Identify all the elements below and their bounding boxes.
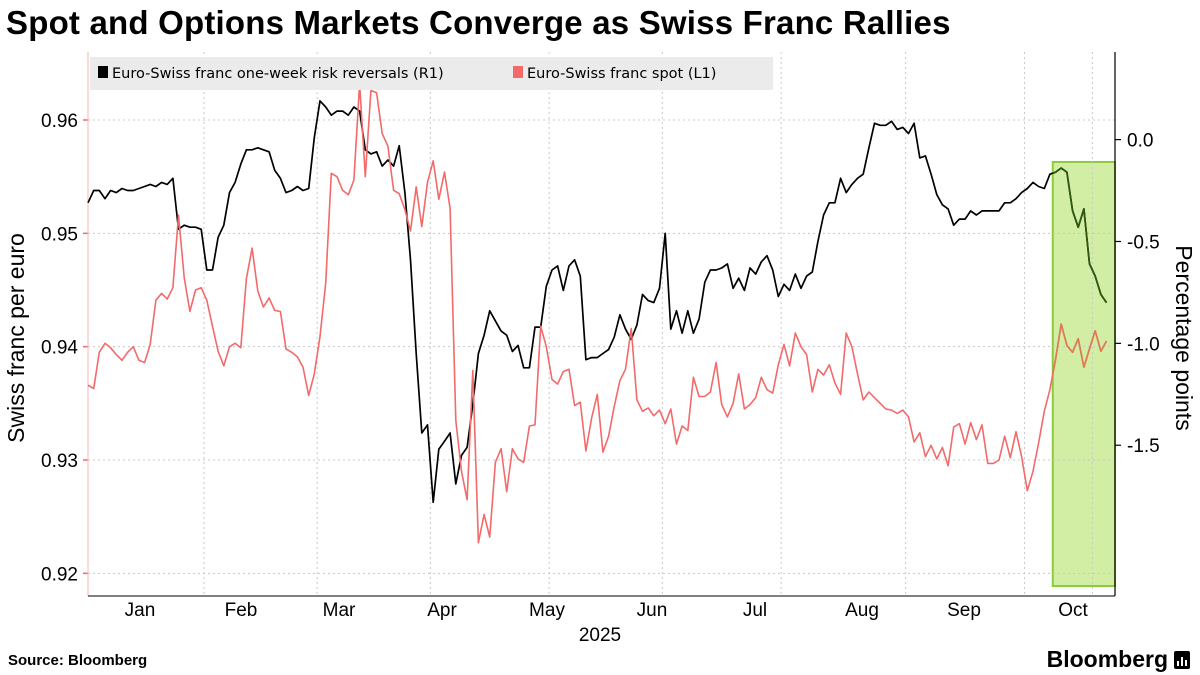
x-tick-label-jul: Jul [743, 600, 767, 621]
source-note: Source: Bloomberg [8, 652, 148, 669]
y-axis-left-label: Swiss franc per euro [3, 233, 29, 443]
bloomberg-terminal-icon [1174, 650, 1190, 669]
x-tick-label-jan: Jan [125, 600, 156, 621]
legend-swatch-risk-reversals [98, 66, 108, 78]
x-tick-label-apr: Apr [427, 600, 457, 621]
chart-title: Spot and Options Markets Converge as Swi… [6, 4, 951, 41]
brand-text: Bloomberg [1046, 646, 1168, 672]
y-right-tick-label: 0.0 [1127, 131, 1153, 152]
y-left-tick-label: 0.95 [41, 224, 78, 245]
y-left-tick-label: 0.94 [41, 338, 78, 359]
legend-label-spot: Euro-Swiss franc spot (L1) [527, 66, 716, 82]
y-right-tick-label: -1.0 [1127, 334, 1160, 355]
x-axis-year-label: 2025 [579, 625, 621, 646]
bloomberg-logo: Bloomberg [1047, 646, 1190, 673]
x-tick-label-may: May [529, 600, 565, 621]
axes: 0.92 0.93 0.94 0.95 0.96 0.0 -0.5 -1.0 -1.5 Jan Fe… [41, 52, 1160, 621]
legend-background [90, 57, 773, 90]
x-tick-label-aug: Aug [845, 600, 879, 621]
x-tick-label-sep: Sep [947, 600, 981, 621]
risk-reversals-line-highlighted [1052, 167, 1108, 304]
legend-label-risk-reversals: Euro-Swiss franc one-week risk reversals… [112, 66, 444, 82]
y-left-tick-label: 0.93 [41, 451, 78, 472]
x-tick-label-oct: Oct [1058, 600, 1088, 621]
y-left-tick-label: 0.92 [41, 564, 78, 585]
spot-line-highlighted [1052, 323, 1108, 379]
x-tick-label-mar: Mar [323, 600, 356, 621]
highlight-region [1051, 161, 1116, 587]
y-right-tick-label: -1.5 [1127, 436, 1160, 457]
y-axis-right-label: Percentage points [1171, 245, 1197, 430]
legend-swatch-spot [513, 66, 523, 78]
spot-line [87, 82, 1108, 544]
legend: Euro-Swiss franc one-week risk reversals… [90, 57, 773, 90]
series-lines [87, 82, 1108, 544]
y-left-tick-label: 0.96 [41, 111, 78, 132]
risk-reversals-line [87, 100, 1108, 504]
x-tick-label-jun: Jun [637, 600, 668, 621]
x-tick-label-feb: Feb [225, 600, 258, 621]
grid-lines [88, 52, 1115, 596]
y-right-tick-label: -0.5 [1127, 232, 1160, 253]
